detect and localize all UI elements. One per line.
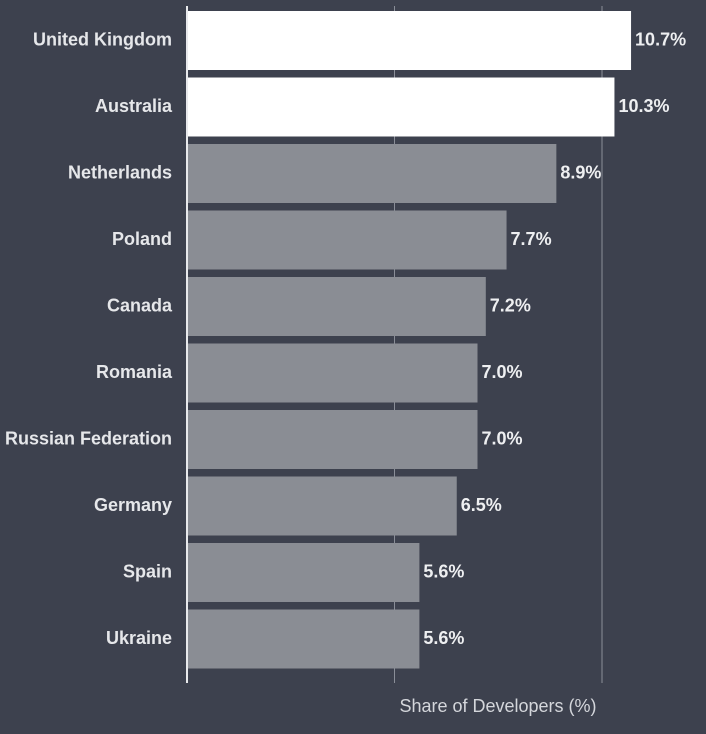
- value-label-netherlands: 8.9%: [560, 162, 601, 182]
- bars: [187, 11, 632, 669]
- value-label-spain: 5.6%: [423, 561, 464, 581]
- category-label-netherlands: Netherlands: [68, 162, 172, 182]
- bar-canada: [187, 277, 486, 336]
- category-label-australia: Australia: [95, 96, 173, 116]
- value-label-ukraine: 5.6%: [423, 628, 464, 648]
- x-axis-label: Share of Developers (%): [399, 696, 596, 716]
- value-label-poland: 7.7%: [511, 229, 552, 249]
- bar-germany: [187, 476, 457, 536]
- bar-australia: [187, 77, 615, 137]
- category-label-poland: Poland: [112, 229, 172, 249]
- category-labels: United Kingdom Australia Netherlands Poland…: [5, 29, 173, 648]
- bar-spain: [187, 543, 420, 602]
- category-label-russian-federation: Russian Federation: [5, 428, 172, 448]
- bar-united-kingdom: [187, 11, 632, 70]
- category-label-united-kingdom: United Kingdom: [33, 29, 172, 49]
- value-labels: 10.7% 10.3% 8.9% 7.7% 7.2% 7.0% 7.0% 6.5% 5.6% 5.…: [423, 29, 686, 648]
- bar-poland: [187, 210, 507, 270]
- value-label-australia: 10.3%: [618, 96, 669, 116]
- category-label-germany: Germany: [94, 495, 172, 515]
- value-label-germany: 6.5%: [461, 495, 502, 515]
- bar-russian-federation: [187, 410, 478, 469]
- value-label-russian-federation: 7.0%: [482, 428, 523, 448]
- bar-netherlands: [187, 144, 557, 203]
- bar-ukraine: [187, 609, 420, 669]
- category-label-ukraine: Ukraine: [106, 628, 172, 648]
- category-label-spain: Spain: [123, 561, 172, 581]
- value-label-romania: 7.0%: [482, 362, 523, 382]
- value-label-canada: 7.2%: [490, 295, 531, 315]
- category-label-romania: Romania: [96, 362, 173, 382]
- category-label-canada: Canada: [107, 295, 173, 315]
- value-label-united-kingdom: 10.7%: [635, 29, 686, 49]
- bar-romania: [187, 343, 478, 403]
